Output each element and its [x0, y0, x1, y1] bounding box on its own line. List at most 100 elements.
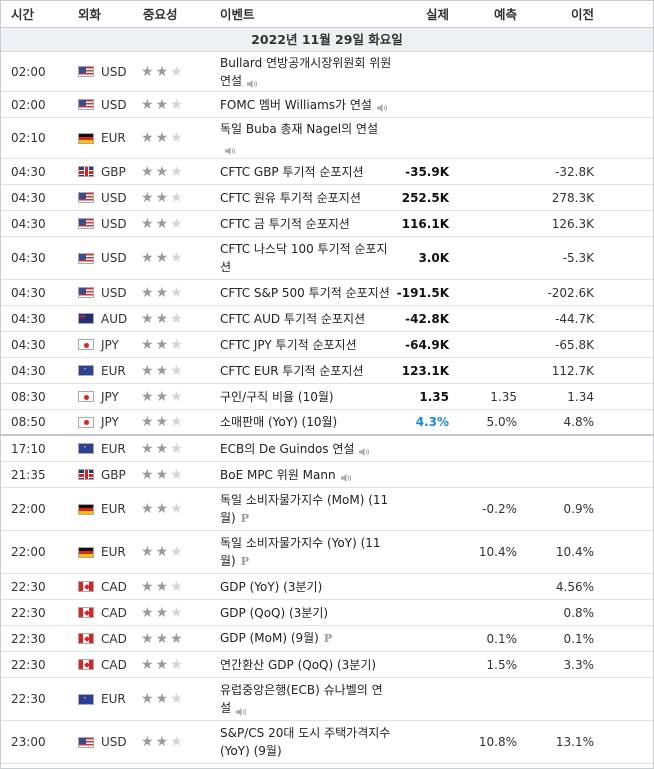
event-title[interactable]: 유럽중앙은행(ECB) 슈나벨의 연설: [220, 683, 383, 715]
star-icon: ★: [141, 388, 156, 405]
event-row[interactable]: 04:30 USD ★★★ CFTC 원유 투기적 순포지션 252.5K 278.3K: [1, 185, 653, 211]
star-icon: ★: [170, 336, 185, 353]
event-title[interactable]: 소매판매 (YoY) (10월): [220, 415, 338, 429]
event-row[interactable]: 04:30 USD ★★★ CFTC S&P 500 투기적 순포지션 -191.5K -…: [1, 280, 653, 306]
event-title[interactable]: GDP (MoM) (9월): [220, 631, 319, 645]
event-title[interactable]: GDP (QoQ) (3분기): [220, 605, 329, 620]
event-title[interactable]: Bullard 연방공개시장위원회 위원 연설: [220, 55, 392, 88]
event-time: 17:10: [11, 441, 46, 456]
event-title[interactable]: CFTC JPY 투기적 순포지션: [220, 337, 357, 352]
event-name[interactable]: 독일 소비자물가지수 (MoM) (11월) P: [213, 489, 393, 530]
event-row[interactable]: 02:00 USD ★★★ FOMC 멤버 Williams가 연설: [1, 92, 653, 118]
event-time: 22:00: [11, 545, 46, 559]
event-name[interactable]: 독일 소비자물가지수 (YoY) (11월) P: [213, 532, 393, 573]
event-name[interactable]: 연간환산 GDP (QoQ) (3분기): [213, 654, 393, 676]
event-row[interactable]: 08:30 JPY ★★★ 구인/구직 비율 (10월) 1.35 1.35 1.34: [1, 384, 653, 410]
event-name[interactable]: CFTC JPY 투기적 순포지션: [213, 334, 393, 356]
event-title[interactable]: 구인/구직 비율 (10월): [220, 389, 334, 404]
event-row[interactable]: 22:30 CAD ★★★ GDP (QoQ) (3분기) 0.8%: [1, 600, 653, 626]
header-currency[interactable]: 외화: [78, 7, 102, 22]
event-title[interactable]: 독일 소비자물가지수 (MoM) (11월): [220, 492, 389, 525]
event-name[interactable]: 독일 Buba 총재 Nagel의 연설: [213, 118, 393, 158]
star-icon: ★: [170, 189, 185, 206]
event-row[interactable]: 22:30 CAD ★★★ GDP (YoY) (3분기) 4.56%: [1, 574, 653, 600]
day-header: 2022년 11월 29일 화요일: [1, 28, 653, 52]
event-row[interactable]: 22:30 CAD ★★★ 연간환산 GDP (QoQ) (3분기) 1.5% 3.3%: [1, 652, 653, 678]
star-icon: ★: [141, 284, 156, 301]
event-row[interactable]: 04:30 USD ★★★ CFTC 금 투기적 순포지션 116.1K 126.3K: [1, 211, 653, 237]
event-currency: JPY: [63, 415, 127, 429]
header-actual[interactable]: 실제: [425, 7, 449, 22]
event-name[interactable]: 유럽중앙은행(ECB) 슈나벨의 연설: [213, 679, 393, 719]
event-currency: CAD: [63, 606, 127, 620]
header-time[interactable]: 시간: [11, 7, 35, 22]
header-previous[interactable]: 이전: [570, 7, 594, 22]
event-title[interactable]: 연간환산 GDP (QoQ) (3분기): [220, 657, 377, 672]
event-name[interactable]: BoE MPC 위원 Mann: [213, 464, 393, 486]
event-row[interactable]: 02:00 USD ★★★ Bullard 연방공개시장위원회 위원 연설: [1, 52, 653, 92]
event-name[interactable]: CFTC GBP 투기적 순포지션: [213, 161, 393, 183]
event-name[interactable]: CFTC 나스닥 100 투기적 순포지션: [213, 238, 393, 278]
event-name[interactable]: GDP (QoQ) (3분기): [213, 602, 393, 624]
header-forecast[interactable]: 예측: [493, 7, 517, 22]
event-title[interactable]: CFTC GBP 투기적 순포지션: [220, 164, 364, 179]
event-title[interactable]: CFTC 나스닥 100 투기적 순포지션: [220, 242, 388, 274]
event-row[interactable]: 23:00 USD ★★★ S&P/CS 20대 도시 주택가격지수 (YoY) (9…: [1, 721, 653, 764]
event-title[interactable]: CFTC 원유 투기적 순포지션: [220, 190, 361, 205]
importance-stars: ★★★: [127, 64, 213, 80]
event-row[interactable]: 22:00 EUR ★★★ 독일 소비자물가지수 (YoY) (11월) P 10.4% 1…: [1, 531, 653, 574]
event-title[interactable]: 독일 소비자물가지수 (YoY) (11월): [220, 535, 381, 568]
de-flag-icon: [78, 503, 94, 515]
event-name[interactable]: CFTC 원유 투기적 순포지션: [213, 187, 393, 209]
importance-stars: ★★★: [127, 190, 213, 206]
star-icon: ★: [141, 734, 156, 750]
event-name[interactable]: CFTC S&P 500 투기적 순포지션: [213, 282, 393, 304]
event-title[interactable]: CFTC AUD 투기적 순포지션: [220, 311, 366, 326]
star-icon: ★: [155, 130, 171, 146]
event-title[interactable]: CFTC 금 투기적 순포지션: [220, 216, 350, 231]
event-title[interactable]: GDP (YoY) (3분기): [220, 579, 323, 594]
event-row[interactable]: 22:00 EUR ★★★ 독일 소비자물가지수 (MoM) (11월) P -0.2% 0…: [1, 488, 653, 531]
star-icon: ★: [155, 691, 171, 707]
event-title[interactable]: ECB의 De Guindos 연설: [220, 441, 355, 456]
event-title[interactable]: BoE MPC 위원 Mann: [220, 467, 336, 482]
event-time: 23:00: [11, 735, 46, 749]
event-name[interactable]: 구인/구직 비율 (10월): [213, 386, 393, 408]
preliminary-icon: P: [323, 632, 333, 645]
event-title[interactable]: CFTC EUR 투기적 순포지션: [220, 363, 364, 378]
header-event[interactable]: 이벤트: [220, 7, 255, 22]
event-currency: USD: [63, 217, 127, 231]
event-title[interactable]: S&P/CS 20대 도시 주택가격지수 (YoY) (9월): [220, 726, 391, 758]
event-row[interactable]: 04:30 GBP ★★★ CFTC GBP 투기적 순포지션 -35.9K -32.8K: [1, 159, 653, 185]
event-row[interactable]: 08:50 JPY ★★★ 소매판매 (YoY) (10월) 4.3% 5.0% 4.8%: [1, 410, 653, 436]
event-name[interactable]: FOMC 멤버 Williams가 연설: [213, 94, 393, 116]
event-title[interactable]: CFTC S&P 500 투기적 순포지션: [220, 285, 390, 300]
event-name[interactable]: ECB의 De Guindos 연설: [213, 438, 393, 460]
event-row[interactable]: 04:30 JPY ★★★ CFTC JPY 투기적 순포지션 -64.9K -65.8K: [1, 332, 653, 358]
event-row[interactable]: 04:30 AUD ★★★ CFTC AUD 투기적 순포지션 -42.8K -44.7K: [1, 306, 653, 332]
event-row[interactable]: 22:30EUR★★★유럽중앙은행(ECB) 슈나벨의 연설: [1, 678, 653, 721]
header-importance[interactable]: 중요성: [143, 7, 178, 22]
event-row[interactable]: 02:10 EUR ★★★ 독일 Buba 총재 Nagel의 연설: [1, 118, 653, 159]
event-name[interactable]: 소매판매 (YoY) (10월): [213, 411, 393, 433]
event-currency: EUR: [63, 545, 127, 559]
event-row[interactable]: 22:30 CAD ★★★ GDP (MoM) (9월) P 0.1% 0.1%: [1, 626, 653, 652]
event-name[interactable]: GDP (YoY) (3분기): [213, 576, 393, 598]
event-row[interactable]: 21:35 GBP ★★★ BoE MPC 위원 Mann: [1, 462, 653, 488]
event-name[interactable]: CFTC EUR 투기적 순포지션: [213, 360, 393, 382]
event-row[interactable]: 04:30 USD ★★★ CFTC 나스닥 100 투기적 순포지션 3.0K -5.3…: [1, 237, 653, 280]
event-time: 02:00: [11, 64, 46, 79]
event-title[interactable]: FOMC 멤버 Williams가 연설: [220, 97, 372, 112]
star-icon: ★: [155, 604, 171, 621]
event-name[interactable]: S&P/CS 20대 도시 주택가격지수 (YoY) (9월): [213, 722, 393, 762]
event-name[interactable]: CFTC AUD 투기적 순포지션: [213, 308, 393, 330]
event-currency: CAD: [63, 580, 127, 594]
forecast-value: 10.4%: [478, 545, 517, 559]
event-currency: EUR: [63, 502, 127, 516]
event-name[interactable]: CFTC 금 투기적 순포지션: [213, 213, 393, 235]
event-title[interactable]: 독일 Buba 총재 Nagel의 연설: [220, 122, 379, 136]
event-name[interactable]: Bullard 연방공개시장위원회 위원 연설: [213, 52, 393, 92]
event-name[interactable]: GDP (MoM) (9월) P: [213, 627, 393, 650]
